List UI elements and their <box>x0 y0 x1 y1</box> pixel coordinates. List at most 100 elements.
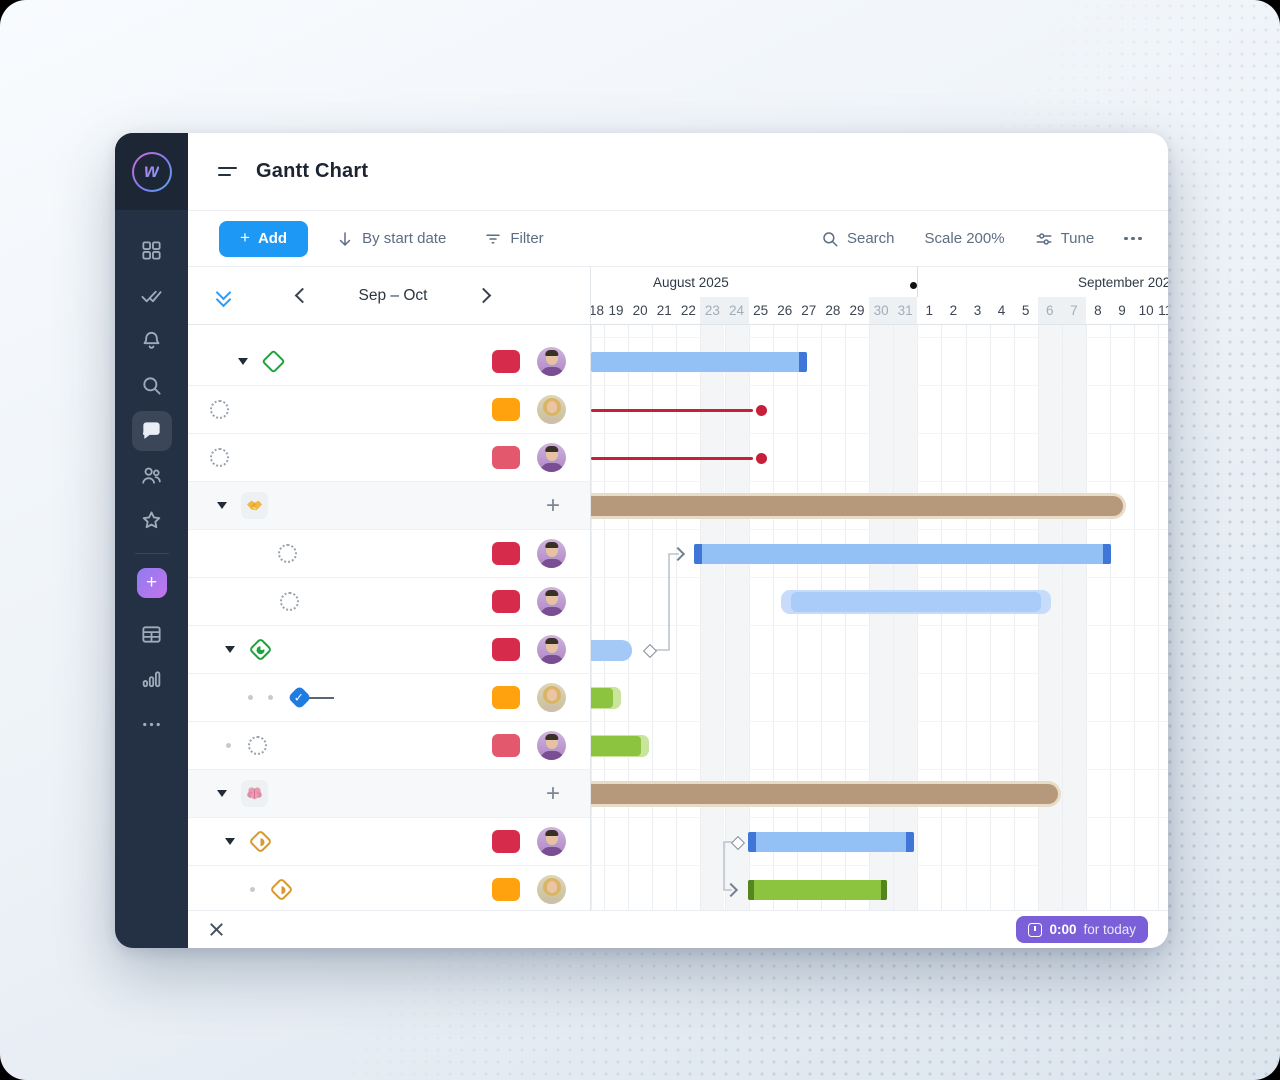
filter-button[interactable]: Filter <box>484 230 544 248</box>
sidebar-item-table[interactable] <box>132 615 172 655</box>
avatar[interactable] <box>537 443 566 472</box>
dotted-status-icon[interactable] <box>208 448 230 467</box>
avatar[interactable] <box>537 539 566 568</box>
sidebar-item-users[interactable] <box>132 456 172 496</box>
expand-arrow-icon[interactable] <box>225 838 235 845</box>
sidebar-item-ellipsis[interactable] <box>132 705 172 745</box>
grid-column <box>724 325 749 910</box>
task-bar-blue[interactable] <box>591 352 807 372</box>
half-orange-status-icon[interactable] <box>247 829 273 854</box>
logo-block[interactable]: w <box>115 133 188 210</box>
row-gridline <box>591 337 1168 338</box>
expand-arrow-icon[interactable] <box>217 502 227 509</box>
sidebar-item-bar-chart[interactable] <box>132 660 172 700</box>
task-count-badge <box>492 446 520 469</box>
task-row[interactable] <box>188 722 590 770</box>
task-count-badge <box>492 686 520 709</box>
add-task-icon[interactable]: + <box>545 779 560 807</box>
deadline-line[interactable] <box>591 456 753 460</box>
task-bar-blue[interactable] <box>694 544 1111 564</box>
sidebar-divider <box>134 553 169 554</box>
grid-column <box>820 325 845 910</box>
task-bar-lightblue[interactable] <box>781 590 1051 614</box>
deadline-line[interactable] <box>591 408 753 412</box>
task-row[interactable] <box>188 578 590 626</box>
collapse-all-icon[interactable] <box>215 284 232 307</box>
task-row[interactable] <box>188 434 590 482</box>
avatar[interactable] <box>537 395 566 424</box>
menu-icon[interactable] <box>218 166 238 177</box>
row-gridline <box>591 625 1168 626</box>
grid-icon <box>142 241 161 260</box>
task-bar-greendark[interactable] <box>748 880 887 900</box>
avatar[interactable] <box>537 875 566 904</box>
sidebar-item-star[interactable] <box>132 501 172 541</box>
half-orange-status-icon[interactable] <box>268 877 294 902</box>
task-row[interactable]: ✓ <box>188 674 590 722</box>
task-row[interactable] <box>188 818 590 866</box>
expand-arrow-icon[interactable] <box>225 646 235 653</box>
task-bar-greenlight[interactable] <box>591 687 621 709</box>
deadline-dot[interactable] <box>755 452 767 464</box>
avatar[interactable] <box>537 635 566 664</box>
sidebar-item-bell[interactable] <box>132 321 172 361</box>
dotted-status-icon[interactable] <box>276 544 298 563</box>
dotted-status-icon[interactable] <box>278 592 300 611</box>
task-bar-greenlight[interactable] <box>591 735 649 757</box>
add-button[interactable]: + Add <box>219 220 309 257</box>
task-row[interactable] <box>188 386 590 434</box>
expand-arrow-icon[interactable] <box>238 358 248 365</box>
dotted-status-icon[interactable] <box>246 736 268 755</box>
search-button[interactable]: Search <box>821 230 895 248</box>
indent-dot <box>248 695 253 700</box>
table-icon <box>142 626 161 643</box>
expand-arrow-icon[interactable] <box>217 790 227 797</box>
time-tracker-badge[interactable]: 0:00 for today <box>1016 916 1148 943</box>
tune-button[interactable]: Tune <box>1035 230 1094 248</box>
diamond-green-status-icon[interactable] <box>260 349 286 374</box>
dotted-status-icon[interactable] <box>208 400 230 419</box>
task-list: + ✓ + <box>188 325 590 910</box>
sidebar-item-chat[interactable] <box>131 410 172 451</box>
avatar[interactable] <box>537 347 566 376</box>
next-period-button[interactable] <box>475 287 492 304</box>
summary-bar[interactable] <box>591 781 1061 807</box>
sort-button[interactable]: By start date <box>336 230 446 248</box>
collapse-panel-icon[interactable] <box>205 923 228 936</box>
more-options-button[interactable] <box>1124 233 1142 245</box>
period-range-label[interactable]: Sep – Oct <box>358 286 428 304</box>
check-blue-status-icon[interactable]: ✓ <box>286 685 312 710</box>
chat-icon <box>142 422 160 439</box>
grid-column <box>1110 325 1134 910</box>
task-row[interactable] <box>188 626 590 674</box>
task-bar-blueround[interactable] <box>591 639 632 661</box>
star-icon <box>142 511 161 529</box>
task-bar-blue[interactable] <box>748 832 914 852</box>
avatar[interactable] <box>537 827 566 856</box>
grid-column <box>1158 325 1168 910</box>
avatar[interactable] <box>537 587 566 616</box>
day-cell: 10 <box>1138 303 1154 318</box>
scale-button[interactable]: Scale 200% <box>924 230 1005 247</box>
summary-bar[interactable] <box>591 493 1126 519</box>
task-row[interactable] <box>188 866 590 910</box>
row-gridline <box>591 529 1168 530</box>
group-row[interactable]: + <box>188 770 590 818</box>
add-task-icon[interactable]: + <box>545 491 560 519</box>
task-count-badge <box>492 350 520 373</box>
clock-green-status-icon[interactable] <box>247 637 273 662</box>
sidebar-item-search[interactable] <box>132 366 172 406</box>
deadline-dot[interactable] <box>755 404 767 416</box>
today-marker <box>910 282 917 289</box>
avatar[interactable] <box>537 683 566 712</box>
task-row[interactable] <box>188 530 590 578</box>
group-row[interactable]: + <box>188 482 590 530</box>
task-panel: Sep – Oct + ✓ + <box>188 267 591 910</box>
grid-column <box>772 325 797 910</box>
sidebar-add-button[interactable]: + <box>136 568 167 598</box>
sidebar-item-grid[interactable] <box>132 231 172 271</box>
search-icon <box>823 231 838 246</box>
sidebar-item-double-check[interactable] <box>132 276 172 316</box>
avatar[interactable] <box>537 731 566 760</box>
task-row[interactable] <box>188 338 590 386</box>
